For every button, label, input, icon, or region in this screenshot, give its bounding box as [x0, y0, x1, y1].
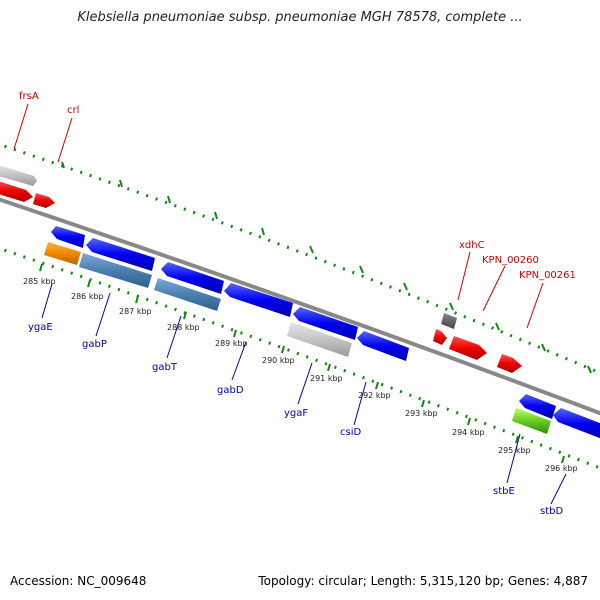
gene-gabT-reverse[interactable] — [161, 262, 224, 294]
map-title: Klebsiella pneumoniae subsp. pneumoniae … — [77, 10, 523, 25]
gene-gabD[interactable] — [224, 283, 293, 317]
gene-gabP[interactable] — [79, 253, 152, 288]
scale-label: 292 kbp — [358, 391, 391, 400]
gene-reverse-2[interactable] — [293, 307, 358, 340]
gene-ygaE[interactable] — [44, 242, 81, 265]
gene-stbD[interactable] — [553, 408, 600, 440]
gene-label-KPN_00260[interactable]: KPN_00260 — [482, 255, 539, 266]
scale-label: 290 kbp — [262, 356, 295, 365]
forward-tick-track — [0, 143, 600, 375]
gene-gabT[interactable] — [154, 278, 221, 311]
scale-label: 287 kbp — [119, 307, 152, 316]
scale-label: 291 kbp — [310, 374, 343, 383]
scale-label: 294 kbp — [452, 428, 485, 437]
gene-label-gabT[interactable]: gabT — [152, 362, 178, 373]
gene-KPN_00261[interactable] — [497, 354, 522, 373]
gene-reverse-3[interactable] — [519, 394, 556, 419]
reverse-tick-track — [0, 247, 600, 470]
gene-reverse-1[interactable] — [51, 226, 85, 248]
scale-label: 288 kbp — [167, 323, 200, 332]
scale-label: 285 kbp — [23, 277, 56, 286]
gene-forward-1[interactable] — [0, 180, 33, 202]
accession-text: Accession: NC_009648 — [10, 574, 147, 588]
topology-text: Topology: circular; Length: 5,315,120 bp… — [258, 574, 588, 588]
gene-frsA[interactable] — [0, 164, 37, 186]
scale-label: 295 kbp — [498, 446, 531, 455]
gene-label-gabD[interactable]: gabD — [217, 385, 244, 396]
forward-gene-labels: frsA crl xdhC KPN_00260 KPN_00261 — [19, 91, 576, 281]
forward-genes — [0, 164, 522, 373]
gene-label-stbE[interactable]: stbE — [493, 486, 515, 497]
gene-csiD[interactable] — [357, 331, 409, 361]
gene-KPN_00260[interactable] — [449, 336, 487, 360]
scale-label: 286 kbp — [71, 292, 104, 301]
gene-label-gabP[interactable]: gabP — [82, 339, 107, 350]
gene-gabP-reverse[interactable] — [86, 238, 155, 271]
genome-backbone — [0, 197, 600, 416]
scale-label: 293 kbp — [405, 409, 438, 418]
reverse-major-ticks — [39, 263, 565, 464]
gene-label-csiD[interactable]: csiD — [340, 427, 361, 438]
gene-label-ygaE[interactable]: ygaE — [28, 322, 53, 333]
gene-forward-2[interactable] — [433, 329, 447, 345]
reverse-gene-labels: ygaE gabP gabT gabD ygaF csiD stbE stbD — [28, 322, 563, 517]
forward-major-ticks — [61, 161, 592, 374]
reverse-genes — [44, 226, 600, 440]
gene-label-ygaF[interactable]: ygaF — [284, 408, 308, 419]
gene-stbE[interactable] — [512, 408, 551, 434]
gene-label-xdhC[interactable]: xdhC — [459, 240, 485, 251]
gene-ygaF[interactable] — [287, 322, 352, 357]
scale-label: 289 kbp — [215, 339, 248, 348]
gene-label-KPN_00261[interactable]: KPN_00261 — [519, 270, 576, 281]
scale-labels: 285 kbp 286 kbp 287 kbp 288 kbp 289 kbp … — [23, 277, 578, 473]
gene-label-crl[interactable]: crl — [67, 105, 79, 116]
label-leaders — [13, 103, 567, 505]
gene-crl[interactable] — [33, 193, 55, 208]
gene-label-frsA[interactable]: frsA — [19, 91, 39, 102]
gene-xdhC[interactable] — [441, 313, 457, 329]
gene-label-stbD[interactable]: stbD — [540, 506, 563, 517]
scale-label: 296 kbp — [545, 464, 578, 473]
